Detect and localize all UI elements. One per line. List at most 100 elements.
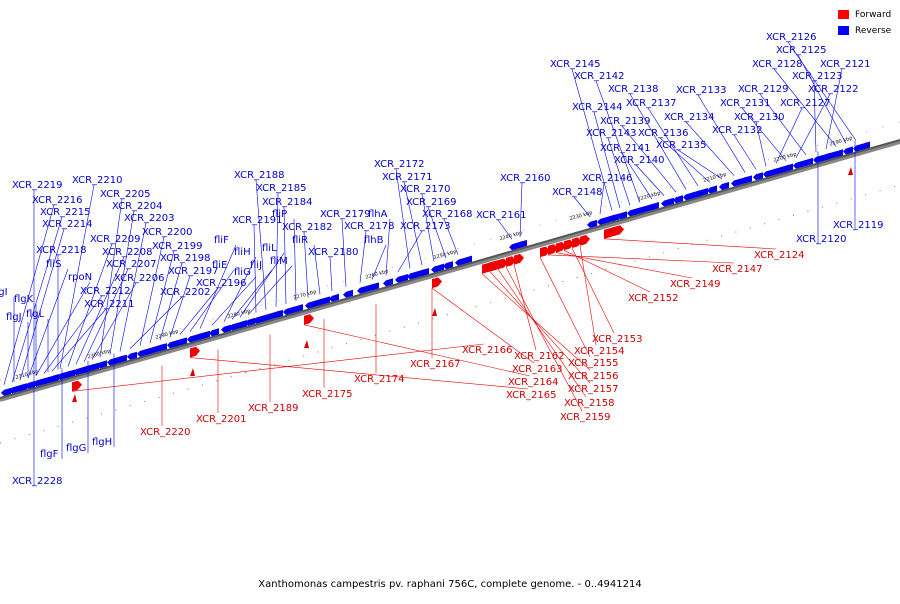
gene-label: XCR_2162 bbox=[514, 351, 565, 362]
label-leader bbox=[563, 250, 651, 293]
label-leader bbox=[677, 149, 723, 180]
gene-label: XCR_2174 bbox=[354, 374, 405, 385]
gene-label: XCR_2204 bbox=[112, 201, 163, 212]
forward-marker bbox=[432, 308, 437, 316]
reverse-gene-arrow bbox=[245, 317, 255, 326]
label-leader bbox=[659, 137, 711, 183]
gene-label: XCR_2208 bbox=[102, 247, 153, 258]
label-leader bbox=[795, 93, 831, 158]
label-leader bbox=[697, 94, 746, 173]
label-leader bbox=[313, 244, 321, 295]
forward-gene-arrow bbox=[514, 253, 524, 265]
gene-label: flgG bbox=[66, 443, 86, 454]
gene-label: XCR_2196 bbox=[196, 278, 247, 289]
gene-label: XCR_2171 bbox=[382, 172, 433, 183]
label-leader bbox=[67, 243, 113, 367]
gene-label: XCR_2214 bbox=[42, 219, 93, 230]
gene-label: XCR_2199 bbox=[152, 241, 203, 252]
label-leader bbox=[519, 182, 523, 237]
label-leader bbox=[573, 196, 591, 218]
gene-label: XCR_2212 bbox=[80, 286, 131, 297]
reverse-gene-arrow bbox=[1, 387, 11, 396]
label-leader bbox=[109, 210, 135, 355]
reverse-gene-arrow bbox=[431, 263, 444, 273]
gene-label: XCR_2157 bbox=[568, 384, 619, 395]
label-leader bbox=[571, 247, 615, 334]
gene-label: XCR_2205 bbox=[100, 189, 151, 200]
gene-label: XCR_2184 bbox=[262, 197, 313, 208]
label-leader bbox=[119, 222, 147, 352]
forward-gene-arrow bbox=[564, 239, 574, 251]
reverse-gene-arrow bbox=[33, 377, 46, 387]
label-leader bbox=[813, 80, 817, 153]
legend-reverse: Reverse bbox=[838, 24, 900, 37]
label-leader bbox=[505, 266, 583, 412]
gene-label: XCR_2155 bbox=[568, 358, 619, 369]
label-leader bbox=[43, 295, 103, 374]
reverse-gene-arrow bbox=[707, 185, 717, 194]
label-leader bbox=[239, 252, 285, 318]
gene-label: XCR_2215 bbox=[40, 207, 91, 218]
kbp-tick-label: 2300 kbp bbox=[87, 348, 111, 360]
label-leader bbox=[169, 275, 191, 338]
label-leader bbox=[159, 262, 183, 341]
gene-label: XCR_2128 bbox=[752, 59, 803, 70]
forward-marker bbox=[72, 394, 77, 402]
label-leader bbox=[755, 121, 767, 167]
gene-label: flgJ bbox=[6, 312, 22, 323]
gene-label: flhA bbox=[368, 209, 388, 220]
gene-label: fliH bbox=[234, 247, 251, 258]
reverse-gene-arrow bbox=[329, 293, 339, 302]
label-leader bbox=[555, 252, 693, 279]
label-leader bbox=[385, 218, 391, 276]
label-leader bbox=[443, 218, 459, 255]
gene-label: fliP bbox=[272, 209, 287, 220]
label-leader bbox=[51, 308, 107, 372]
gene-label: XCR_2173 bbox=[400, 221, 451, 232]
gene-label: XCR_2132 bbox=[712, 125, 763, 136]
label-leader bbox=[403, 181, 423, 266]
forward-gene-arrow bbox=[190, 346, 200, 358]
reverse-gene-arrow bbox=[253, 314, 266, 324]
forward-gene-arrow bbox=[580, 234, 590, 246]
label-leader bbox=[621, 125, 677, 193]
genome-axis-shadow bbox=[0, 140, 900, 402]
gene-label: XCR_2179 bbox=[320, 209, 371, 220]
reverse-gene-arrow bbox=[763, 168, 776, 178]
gene-label: XCR_2120 bbox=[796, 234, 847, 245]
label-leader bbox=[513, 264, 537, 351]
reverse-gene-arrow bbox=[719, 181, 729, 191]
gene-label: XCR_2121 bbox=[820, 59, 871, 70]
reverse-gene-arrow bbox=[127, 351, 137, 360]
reverse-gene-arrow bbox=[661, 197, 674, 207]
gene-label: XCR_2220 bbox=[140, 427, 191, 438]
gene-label: XCR_2202 bbox=[160, 287, 211, 298]
gene-label: XCR_2211 bbox=[84, 299, 135, 310]
forward-strand-guide bbox=[0, 184, 900, 444]
forward-gene-arrow bbox=[572, 237, 582, 249]
legend-forward-label: Forward bbox=[855, 9, 892, 20]
label-leader bbox=[773, 68, 837, 147]
gene-label: flgF bbox=[40, 449, 59, 460]
forward-gene-arrow bbox=[506, 256, 516, 267]
kbp-tick-label: 2220 kbp bbox=[637, 190, 661, 202]
genome-axis-line bbox=[0, 139, 900, 399]
genome-axis bbox=[0, 121, 900, 444]
gene-label: XCR_2140 bbox=[614, 155, 665, 166]
gene-label: XCR_2191 bbox=[232, 215, 283, 226]
forward-gene-arrow bbox=[490, 260, 500, 272]
gene-label: fliR bbox=[292, 235, 308, 246]
gene-label: XCR_2130 bbox=[734, 112, 785, 123]
label-leader bbox=[759, 93, 807, 156]
gene-label: XCR_2228 bbox=[12, 476, 63, 487]
label-leader bbox=[75, 256, 125, 365]
label-leader bbox=[775, 107, 803, 164]
label-leader bbox=[647, 107, 699, 187]
reverse-gene-arrow bbox=[73, 365, 90, 376]
genome-caption: Xanthomonas campestris pv. raphani 756C,… bbox=[258, 579, 642, 590]
label-leader bbox=[371, 244, 387, 280]
gene-label: flgL bbox=[26, 309, 45, 320]
gene-label: XCR_2172 bbox=[374, 159, 425, 170]
gene-label: XCR_2123 bbox=[792, 71, 843, 82]
